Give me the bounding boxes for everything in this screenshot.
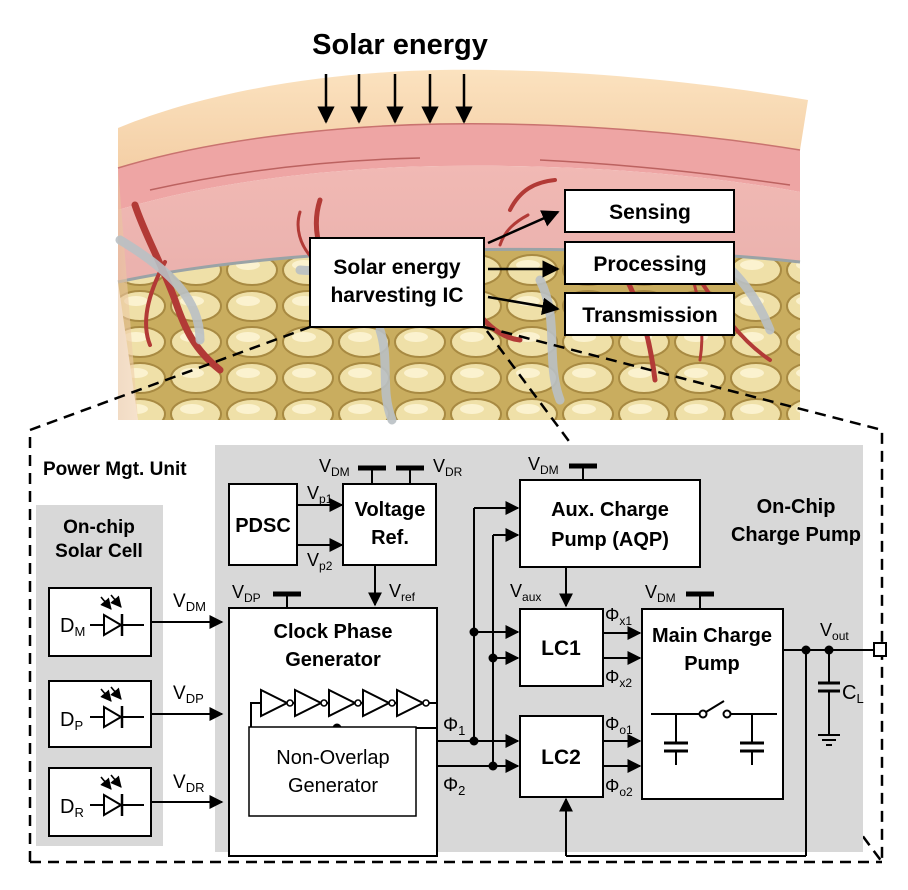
vdm-label-left: VDM — [173, 591, 206, 614]
pdsc-block — [228, 483, 298, 566]
photodiode-dp-icon — [90, 686, 144, 729]
ic-label-line1: Solar energy — [333, 256, 461, 279]
phi-junctions — [469, 627, 498, 771]
solar-cell-title1: On-chip — [63, 517, 135, 538]
vp1-label: Vp1 — [307, 483, 333, 506]
photodiode-dr-icon — [90, 774, 144, 817]
transmission-box — [564, 292, 735, 336]
lc2-label: LC2 — [541, 746, 581, 769]
diode-dp: DP — [48, 680, 152, 748]
inverter-4-icon — [362, 688, 397, 718]
aux-charge-pump-block — [519, 479, 701, 568]
phi1-label: Φ1 — [443, 715, 465, 738]
output-terminal — [873, 642, 887, 657]
phi2-label: Φ2 — [443, 775, 465, 798]
diode-dm-letter: D — [60, 615, 74, 637]
lc2-block — [519, 715, 604, 798]
cl-label: CL — [842, 682, 864, 706]
ic-label-line2: harvesting IC — [330, 284, 463, 307]
vdm-label-top: VDM — [319, 456, 350, 479]
ring-oscillator — [250, 688, 438, 733]
processing-label: Processing — [593, 253, 706, 276]
nog-line1: Non-Overlap — [276, 747, 389, 769]
aqp-line1: Aux. Charge — [551, 499, 669, 521]
sensing-label: Sensing — [609, 201, 691, 224]
phx1-label: Φx1 — [605, 605, 632, 628]
switched-cap-symbol — [651, 700, 777, 765]
vaux-label: Vaux — [510, 581, 541, 604]
occp-line1: On-Chip — [757, 496, 836, 518]
vdp-supply-bar — [273, 591, 301, 608]
svg-text:DR: DR — [60, 796, 84, 820]
voltage-ref-line2: Ref. — [371, 527, 409, 549]
aqp-line2: Pump (AQP) — [551, 529, 669, 551]
vdm-label-aqp: VDM — [528, 454, 559, 477]
aqp-supply-bar — [569, 463, 597, 480]
vref-label: Vref — [389, 581, 416, 604]
svg-text:DM: DM — [60, 615, 85, 639]
diode-dm-sub: M — [74, 624, 85, 639]
transmission-label: Transmission — [582, 304, 717, 327]
vdr-label-left: VDR — [173, 772, 204, 795]
harvesting-ic-box: Solar energy harvesting IC — [309, 237, 485, 328]
solar-cell-title2: Solar Cell — [55, 541, 143, 562]
lc-output-arrows — [603, 626, 642, 773]
skin-illustration — [115, 69, 808, 425]
phi-arrows — [474, 501, 520, 773]
nog-line2: Generator — [288, 775, 378, 797]
lc1-label: LC1 — [541, 637, 581, 660]
output-junctions — [801, 645, 834, 655]
solar-energy-title: Solar energy — [312, 29, 488, 61]
diode-dr-letter: D — [60, 796, 74, 818]
vdr-label-top: VDR — [433, 456, 463, 479]
diode-dr-sub: R — [74, 805, 83, 820]
diode-dm: DM — [48, 587, 152, 657]
mcp-supply-bar — [686, 591, 714, 609]
pho1-label: Φo1 — [605, 714, 633, 737]
phi-wiring — [437, 508, 494, 767]
lc1-block — [519, 608, 604, 687]
pmu-title: Power Mgt. Unit — [43, 459, 187, 480]
occp-line2: Charge Pump — [731, 524, 861, 546]
mcp-line2: Pump — [684, 653, 740, 675]
vout-label: Vout — [820, 620, 849, 643]
sunlight-arrows — [317, 74, 473, 124]
pdsc-to-vref — [297, 498, 344, 552]
cpg-line2: Generator — [285, 649, 381, 671]
processing-box — [564, 241, 735, 285]
svg-text:DP: DP — [60, 709, 83, 733]
diode-dr: DR — [48, 767, 152, 837]
vdp-label-left: VDP — [173, 683, 204, 706]
diode-dp-letter: D — [60, 709, 74, 731]
voltage-ref-line1: Voltage — [355, 499, 426, 521]
vref-supply-bars — [358, 465, 424, 484]
diode-output-arrows — [151, 615, 224, 809]
output-boxes: Sensing Processing Transmission — [564, 189, 735, 336]
diode-dp-sub: P — [74, 718, 83, 733]
non-overlap-generator-block — [248, 726, 417, 817]
main-charge-pump-block — [641, 608, 784, 800]
ic-output-arrows — [487, 210, 560, 315]
vp2-label: Vp2 — [307, 550, 333, 573]
load-capacitor — [818, 681, 840, 693]
vdp-label-top: VDP — [232, 582, 261, 605]
sensing-box — [564, 189, 735, 233]
voltage-ref-block — [342, 483, 437, 566]
vdm-label-mcp: VDM — [645, 582, 676, 605]
diode-symbols — [90, 594, 144, 817]
cpg-line1: Clock Phase — [274, 621, 393, 643]
pho2-label: Φo2 — [605, 776, 633, 799]
photodiode-dm-icon — [90, 594, 144, 637]
inverter-5-icon — [396, 688, 430, 718]
pdsc-label: PDSC — [235, 515, 291, 537]
mcp-line1: Main Charge — [652, 625, 772, 647]
phx2-label: Φx2 — [605, 667, 632, 690]
